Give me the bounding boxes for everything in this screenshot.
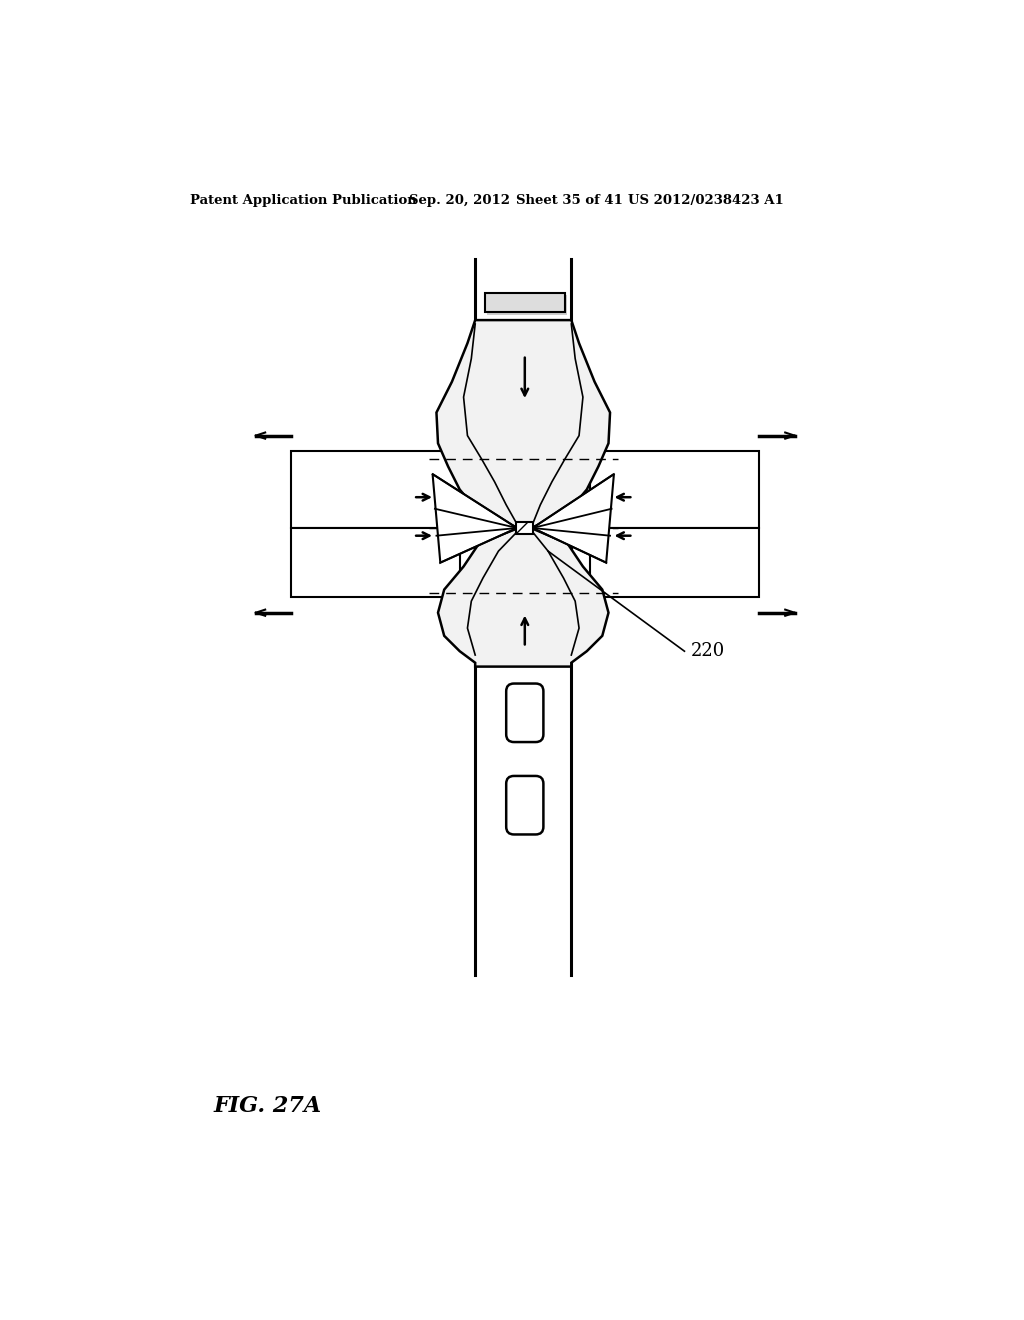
Bar — [291, 528, 460, 598]
Text: FIG. 27A: FIG. 27A — [213, 1094, 322, 1117]
Bar — [590, 451, 759, 528]
Text: 220: 220 — [690, 643, 725, 660]
Bar — [486, 296, 567, 314]
Bar — [484, 293, 565, 313]
Bar — [516, 521, 534, 535]
Polygon shape — [436, 321, 610, 528]
Text: Sep. 20, 2012: Sep. 20, 2012 — [409, 194, 510, 207]
Bar — [291, 451, 460, 528]
Text: US 2012/0238423 A1: US 2012/0238423 A1 — [628, 194, 783, 207]
Text: Patent Application Publication: Patent Application Publication — [190, 194, 417, 207]
Polygon shape — [438, 528, 608, 667]
FancyBboxPatch shape — [506, 776, 544, 834]
Polygon shape — [532, 474, 614, 562]
FancyBboxPatch shape — [506, 684, 544, 742]
Text: Sheet 35 of 41: Sheet 35 of 41 — [515, 194, 623, 207]
Polygon shape — [432, 474, 517, 562]
Bar — [590, 528, 759, 598]
